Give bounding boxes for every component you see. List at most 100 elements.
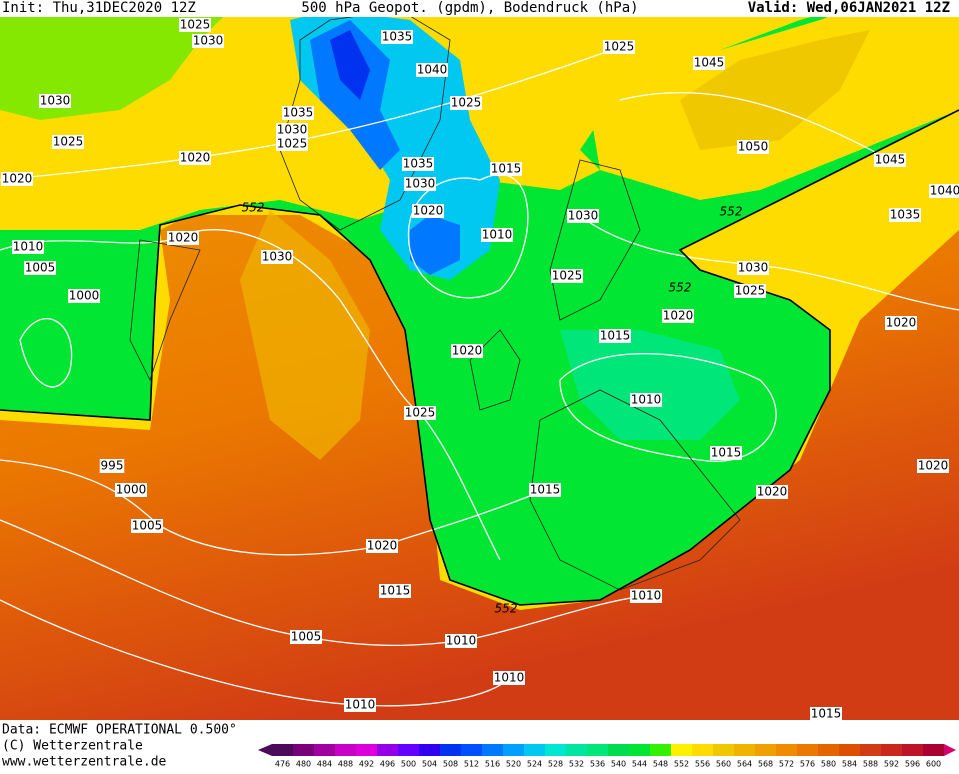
scale-swatch bbox=[671, 744, 692, 756]
label-box bbox=[416, 63, 448, 77]
label-box bbox=[402, 157, 434, 171]
isobar-label: 1020 bbox=[413, 204, 444, 218]
contour-label: 552 bbox=[242, 201, 265, 215]
label-box bbox=[630, 589, 662, 603]
isobar-label: 1015 bbox=[530, 483, 561, 497]
scale-label: 532 bbox=[569, 760, 584, 769]
scale-label: 540 bbox=[611, 760, 626, 769]
label-box bbox=[451, 344, 483, 358]
isobar-label: 1000 bbox=[69, 289, 100, 303]
isobar-label: 1025 bbox=[405, 406, 436, 420]
isobar-label: 1015 bbox=[711, 446, 742, 460]
label-box bbox=[490, 162, 522, 176]
isobar-label: 1035 bbox=[382, 30, 413, 44]
label-box bbox=[874, 153, 906, 167]
label-box bbox=[810, 707, 842, 721]
label-box bbox=[276, 123, 308, 137]
scale-label: 560 bbox=[716, 760, 731, 769]
isobar-label: 1015 bbox=[380, 584, 411, 598]
isobar-label: 1010 bbox=[13, 240, 44, 254]
label-box bbox=[39, 94, 71, 108]
label-box bbox=[68, 289, 100, 303]
isobar-label: 1050 bbox=[738, 140, 769, 154]
scale-label: 480 bbox=[296, 760, 311, 769]
scale-swatch bbox=[272, 744, 293, 756]
scale-label: 552 bbox=[674, 760, 689, 769]
isobar-label: 1020 bbox=[918, 459, 949, 473]
isobar-label: 1020 bbox=[452, 344, 483, 358]
scale-label: 556 bbox=[695, 760, 710, 769]
label-box bbox=[179, 151, 211, 165]
scale-label: 516 bbox=[485, 760, 500, 769]
scale-swatch bbox=[608, 744, 629, 756]
scale-swatch bbox=[461, 744, 482, 756]
isobar-label: 1010 bbox=[446, 634, 477, 648]
isobar-label: 1025 bbox=[451, 96, 482, 110]
scale-label: 588 bbox=[863, 760, 878, 769]
scale-label: 484 bbox=[317, 760, 332, 769]
scale-label: 544 bbox=[632, 760, 647, 769]
scale-label: 564 bbox=[737, 760, 752, 769]
isobar-label: 1020 bbox=[886, 316, 917, 330]
isobar-label: 1010 bbox=[345, 698, 376, 712]
scale-label: 524 bbox=[527, 760, 542, 769]
label-box bbox=[290, 630, 322, 644]
scale-swatch bbox=[713, 744, 734, 756]
scale-swatch bbox=[503, 744, 524, 756]
isobar-label: 1035 bbox=[283, 106, 314, 120]
label-box bbox=[381, 30, 413, 44]
label-box bbox=[131, 519, 163, 533]
isobar-label: 1030 bbox=[193, 34, 224, 48]
label-box bbox=[885, 316, 917, 330]
scale-label: 496 bbox=[380, 760, 395, 769]
scale-label: 476 bbox=[275, 760, 290, 769]
scale-swatch bbox=[755, 744, 776, 756]
scale-swatch bbox=[398, 744, 419, 756]
scale-swatch bbox=[419, 744, 440, 756]
scale-swatch bbox=[356, 744, 377, 756]
contour-label: 552 bbox=[720, 205, 743, 219]
label-box bbox=[344, 698, 376, 712]
label-box bbox=[734, 284, 766, 298]
label-box bbox=[737, 261, 769, 275]
isobar-label: 1030 bbox=[405, 177, 436, 191]
label-box bbox=[450, 96, 482, 110]
isobar-label: 1045 bbox=[875, 153, 906, 167]
isobar-label: 1005 bbox=[132, 519, 163, 533]
scale-swatch bbox=[860, 744, 881, 756]
label-box bbox=[1, 172, 33, 186]
scale-swatch bbox=[818, 744, 839, 756]
scale-arrow-left bbox=[258, 744, 272, 756]
label-box bbox=[192, 34, 224, 48]
label-box bbox=[630, 393, 662, 407]
map-title: 500 hPa Geopot. (gpdm), Bodendruck (hPa) bbox=[301, 0, 638, 16]
scale-label: 568 bbox=[758, 760, 773, 769]
label-box bbox=[917, 459, 949, 473]
isobar-label: 1015 bbox=[491, 162, 522, 176]
isobar-label: 1025 bbox=[735, 284, 766, 298]
isobar-label: 1025 bbox=[552, 269, 583, 283]
scale-swatch bbox=[335, 744, 356, 756]
scale-swatch bbox=[797, 744, 818, 756]
scale-label: 488 bbox=[338, 760, 353, 769]
label-box bbox=[404, 177, 436, 191]
scale-label: 508 bbox=[443, 760, 458, 769]
scale-swatch bbox=[545, 744, 566, 756]
label-box bbox=[756, 485, 788, 499]
scale-swatch bbox=[377, 744, 398, 756]
isobar-label: 1000 bbox=[116, 483, 147, 497]
scale-swatch bbox=[734, 744, 755, 756]
isobar-label: 1040 bbox=[417, 63, 448, 77]
isobar-label: 1010 bbox=[494, 671, 525, 685]
scale-swatch bbox=[524, 744, 545, 756]
isobar-label: 1015 bbox=[811, 707, 842, 721]
color-scale: 476 480 484 488 492 496 500 504 508 512 516 520 524 5… bbox=[258, 744, 956, 769]
scale-swatch bbox=[881, 744, 902, 756]
scale-swatch bbox=[776, 744, 797, 756]
label-box bbox=[115, 483, 147, 497]
isobar-label: 1010 bbox=[631, 393, 662, 407]
copyright: (C) Wetterzentrale bbox=[2, 739, 143, 754]
scale-swatch bbox=[587, 744, 608, 756]
isobar-label: 1025 bbox=[53, 135, 84, 149]
